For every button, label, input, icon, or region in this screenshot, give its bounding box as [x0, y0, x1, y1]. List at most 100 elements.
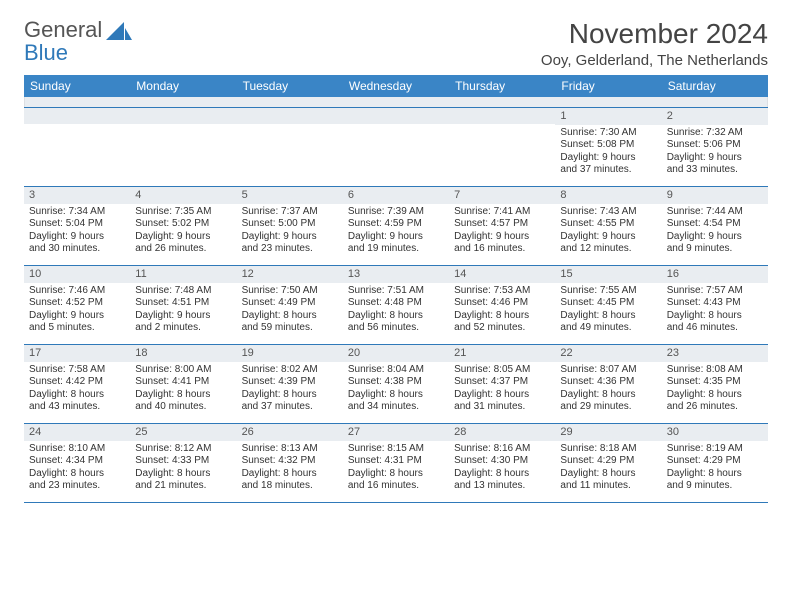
daylight-line2: and 49 minutes. [560, 322, 656, 335]
sunrise-text: Sunrise: 8:05 AM [454, 364, 550, 377]
sunset-text: Sunset: 4:32 PM [242, 455, 338, 468]
day-number: 10 [24, 266, 130, 283]
day-cell: 25 Sunrise: 8:12 AMSunset: 4:33 PMDayligh… [130, 424, 236, 502]
daylight-line2: and 37 minutes. [560, 164, 656, 177]
dayname: Wednesday [343, 75, 449, 97]
day-details: Sunrise: 7:58 AMSunset: 4:42 PMDaylight:… [29, 364, 125, 414]
day-details: Sunrise: 7:43 AMSunset: 4:55 PMDaylight:… [560, 206, 656, 256]
day-number: 12 [237, 266, 343, 283]
sunrise-text: Sunrise: 7:39 AM [348, 206, 444, 219]
sunset-text: Sunset: 5:04 PM [29, 218, 125, 231]
day-details: Sunrise: 8:05 AMSunset: 4:37 PMDaylight:… [454, 364, 550, 414]
sunrise-text: Sunrise: 8:08 AM [667, 364, 763, 377]
day-number: 13 [343, 266, 449, 283]
sunrise-text: Sunrise: 7:51 AM [348, 285, 444, 298]
day-number: 25 [130, 424, 236, 441]
daylight-line1: Daylight: 8 hours [242, 389, 338, 402]
daylight-line1: Daylight: 8 hours [348, 468, 444, 481]
daylight-line2: and 5 minutes. [29, 322, 125, 335]
brand-logo: General Blue [24, 18, 132, 64]
day-number: 5 [237, 187, 343, 204]
day-details: Sunrise: 8:10 AMSunset: 4:34 PMDaylight:… [29, 443, 125, 493]
sunset-text: Sunset: 4:34 PM [29, 455, 125, 468]
dayname: Thursday [449, 75, 555, 97]
day-number: 8 [555, 187, 661, 204]
sunrise-text: Sunrise: 8:18 AM [560, 443, 656, 456]
day-details: Sunrise: 7:48 AMSunset: 4:51 PMDaylight:… [135, 285, 231, 335]
day-cell [449, 108, 555, 186]
daylight-line1: Daylight: 9 hours [560, 231, 656, 244]
day-number [130, 108, 236, 124]
sunrise-text: Sunrise: 8:07 AM [560, 364, 656, 377]
sunset-text: Sunset: 4:42 PM [29, 376, 125, 389]
day-cell: 1Sunrise: 7:30 AMSunset: 5:08 PMDaylight… [555, 108, 661, 186]
day-cell: 20Sunrise: 8:04 AMSunset: 4:38 PMDayligh… [343, 345, 449, 423]
daylight-line2: and 13 minutes. [454, 480, 550, 493]
daylight-line1: Daylight: 8 hours [29, 468, 125, 481]
day-details: Sunrise: 8:08 AMSunset: 4:35 PMDaylight:… [667, 364, 763, 414]
sunset-text: Sunset: 5:00 PM [242, 218, 338, 231]
day-number: 24 [24, 424, 130, 441]
day-number: 16 [662, 266, 768, 283]
day-cell: 18Sunrise: 8:00 AMSunset: 4:41 PMDayligh… [130, 345, 236, 423]
daylight-line1: Daylight: 8 hours [560, 310, 656, 323]
brand-line2: Blue [24, 40, 68, 65]
daylight-line2: and 16 minutes. [348, 480, 444, 493]
sunrise-text: Sunrise: 7:48 AM [135, 285, 231, 298]
daylight-line2: and 18 minutes. [242, 480, 338, 493]
sunset-text: Sunset: 4:37 PM [454, 376, 550, 389]
day-details: Sunrise: 8:00 AMSunset: 4:41 PMDaylight:… [135, 364, 231, 414]
sunset-text: Sunset: 4:59 PM [348, 218, 444, 231]
sunrise-text: Sunrise: 8:10 AM [29, 443, 125, 456]
sunset-text: Sunset: 4:52 PM [29, 297, 125, 310]
day-cell: 11Sunrise: 7:48 AMSunset: 4:51 PMDayligh… [130, 266, 236, 344]
daylight-line1: Daylight: 8 hours [560, 389, 656, 402]
sunrise-text: Sunrise: 8:19 AM [667, 443, 763, 456]
day-details: Sunrise: 8:12 AMSunset: 4:33 PMDaylight:… [135, 443, 231, 493]
daylight-line2: and 59 minutes. [242, 322, 338, 335]
day-number: 20 [343, 345, 449, 362]
daylight-line2: and 34 minutes. [348, 401, 444, 414]
week-row: 10 Sunrise: 7:46 AMSunset: 4:52 PMDayligh… [24, 265, 768, 344]
daylight-line2: and 46 minutes. [667, 322, 763, 335]
sunrise-text: Sunrise: 7:50 AM [242, 285, 338, 298]
weekday-header: Sunday Monday Tuesday Wednesday Thursday… [24, 75, 768, 97]
day-details: Sunrise: 7:53 AMSunset: 4:46 PMDaylight:… [454, 285, 550, 335]
sunset-text: Sunset: 4:41 PM [135, 376, 231, 389]
sunset-text: Sunset: 4:43 PM [667, 297, 763, 310]
daylight-line1: Daylight: 9 hours [135, 310, 231, 323]
day-details: Sunrise: 8:02 AMSunset: 4:39 PMDaylight:… [242, 364, 338, 414]
day-number: 19 [237, 345, 343, 362]
day-number: 21 [449, 345, 555, 362]
day-number: 7 [449, 187, 555, 204]
sunset-text: Sunset: 4:31 PM [348, 455, 444, 468]
sunset-text: Sunset: 4:36 PM [560, 376, 656, 389]
sunset-text: Sunset: 5:08 PM [560, 139, 656, 152]
sunset-text: Sunset: 4:29 PM [667, 455, 763, 468]
day-details: Sunrise: 7:46 AMSunset: 4:52 PMDaylight:… [29, 285, 125, 335]
day-cell: 23 Sunrise: 8:08 AMSunset: 4:35 PMDayligh… [662, 345, 768, 423]
week-row: 3Sunrise: 7:34 AMSunset: 5:04 PMDaylight… [24, 186, 768, 265]
sunrise-text: Sunrise: 8:02 AM [242, 364, 338, 377]
day-number: 2 [662, 108, 768, 125]
daylight-line1: Daylight: 9 hours [242, 231, 338, 244]
sunrise-text: Sunrise: 7:53 AM [454, 285, 550, 298]
daylight-line2: and 11 minutes. [560, 480, 656, 493]
day-number [343, 108, 449, 124]
day-details: Sunrise: 8:13 AMSunset: 4:32 PMDaylight:… [242, 443, 338, 493]
sunrise-text: Sunrise: 7:32 AM [667, 127, 763, 140]
daylight-line1: Daylight: 8 hours [560, 468, 656, 481]
daylight-line2: and 30 minutes. [29, 243, 125, 256]
day-details: Sunrise: 8:18 AMSunset: 4:29 PMDaylight:… [560, 443, 656, 493]
day-cell [343, 108, 449, 186]
week-row: 17Sunrise: 7:58 AMSunset: 4:42 PMDayligh… [24, 344, 768, 423]
day-details: Sunrise: 7:55 AMSunset: 4:45 PMDaylight:… [560, 285, 656, 335]
day-number: 26 [237, 424, 343, 441]
daylight-line2: and 12 minutes. [560, 243, 656, 256]
brand-text: General Blue [24, 18, 102, 64]
sunrise-text: Sunrise: 7:37 AM [242, 206, 338, 219]
day-cell: 9Sunrise: 7:44 AMSunset: 4:54 PMDaylight… [662, 187, 768, 265]
day-details: Sunrise: 7:35 AMSunset: 5:02 PMDaylight:… [135, 206, 231, 256]
day-number: 23 [662, 345, 768, 362]
daylight-line1: Daylight: 8 hours [667, 468, 763, 481]
